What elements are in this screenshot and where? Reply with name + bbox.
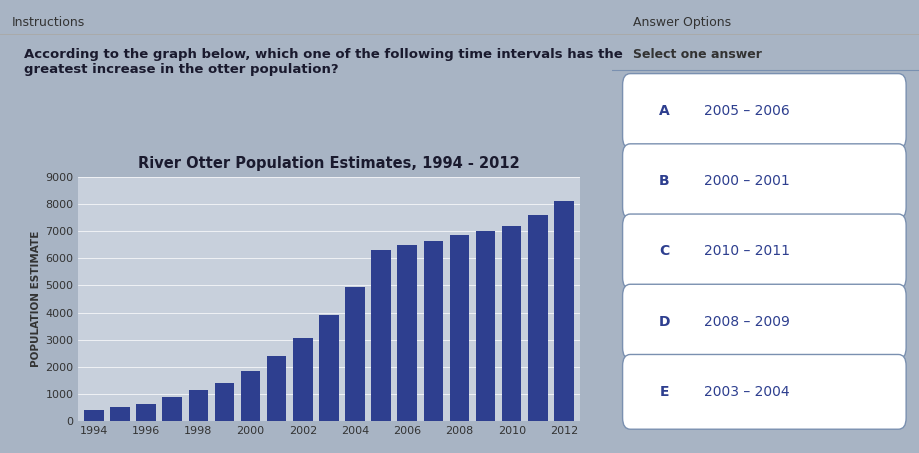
Bar — [423, 241, 443, 421]
Bar — [163, 397, 182, 421]
Bar — [553, 201, 573, 421]
Bar — [84, 410, 104, 421]
Text: E: E — [659, 385, 668, 399]
Bar — [267, 356, 286, 421]
Bar — [188, 390, 208, 421]
Text: 2008 – 2009: 2008 – 2009 — [704, 315, 789, 328]
Bar — [502, 226, 521, 421]
FancyBboxPatch shape — [622, 284, 905, 359]
Bar — [475, 231, 494, 421]
Bar — [345, 287, 365, 421]
Text: B: B — [658, 174, 669, 188]
Text: C: C — [658, 245, 669, 258]
Bar — [110, 407, 130, 421]
FancyBboxPatch shape — [622, 214, 905, 289]
Text: D: D — [658, 315, 669, 328]
Text: 2010 – 2011: 2010 – 2011 — [704, 245, 789, 258]
Text: 2003 – 2004: 2003 – 2004 — [704, 385, 789, 399]
Text: A: A — [658, 104, 669, 118]
Bar — [214, 383, 234, 421]
Text: Select one answer: Select one answer — [632, 48, 762, 61]
Bar — [371, 250, 391, 421]
Bar — [528, 215, 547, 421]
Bar — [136, 404, 155, 421]
FancyBboxPatch shape — [622, 73, 905, 149]
Bar — [241, 371, 260, 421]
Text: 2000 – 2001: 2000 – 2001 — [704, 174, 789, 188]
Bar — [319, 315, 338, 421]
FancyBboxPatch shape — [622, 354, 905, 429]
Bar — [449, 235, 469, 421]
Bar — [397, 245, 416, 421]
Bar — [292, 338, 312, 421]
Text: 2005 – 2006: 2005 – 2006 — [704, 104, 789, 118]
Text: Answer Options: Answer Options — [632, 16, 731, 29]
Text: According to the graph below, which one of the following time intervals has the
: According to the graph below, which one … — [25, 48, 622, 76]
Text: Instructions: Instructions — [12, 16, 85, 29]
Title: River Otter Population Estimates, 1994 - 2012: River Otter Population Estimates, 1994 -… — [138, 156, 519, 171]
FancyBboxPatch shape — [622, 144, 905, 219]
Y-axis label: POPULATION ESTIMATE: POPULATION ESTIMATE — [31, 231, 41, 367]
